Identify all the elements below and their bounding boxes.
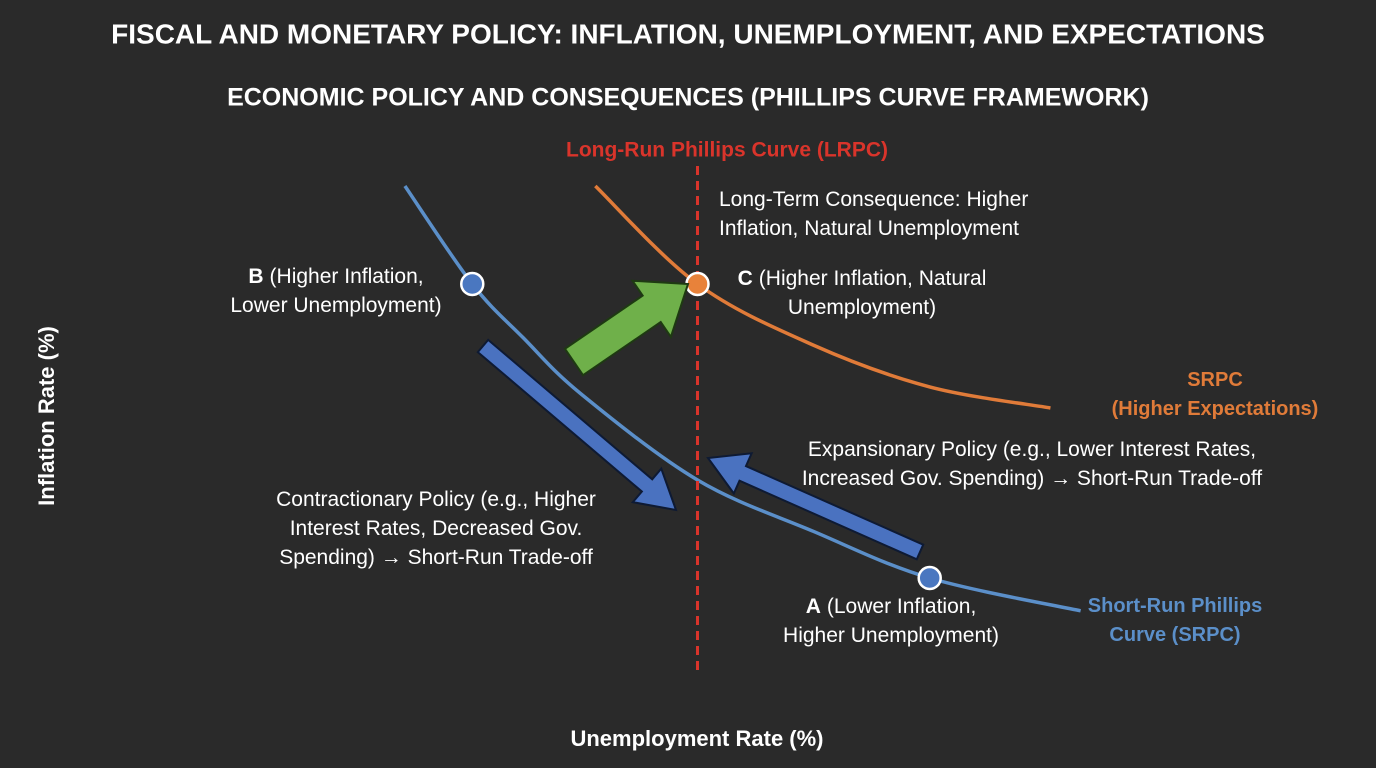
annotation: Expansionary Policy (e.g., Lower Interes… bbox=[802, 438, 1262, 490]
point-label: B (Higher Inflation, Lower Unemployment) bbox=[230, 265, 441, 317]
arrows bbox=[476, 279, 925, 561]
point-letter: A bbox=[806, 595, 821, 618]
label-line: Inflation, Natural Unemployment bbox=[719, 217, 1019, 240]
x-axis-label: Unemployment Rate (%) bbox=[570, 726, 823, 751]
point-letter: B bbox=[248, 265, 263, 288]
point bbox=[685, 271, 710, 297]
label-line: Unemployment) bbox=[788, 296, 936, 319]
label-line: (Higher Expectations) bbox=[1112, 398, 1319, 420]
series-label: SRPC (Higher Expectations) bbox=[1112, 369, 1319, 420]
y-axis-label: Inflation Rate (%) bbox=[34, 326, 59, 506]
label-line: Lower Unemployment) bbox=[230, 294, 441, 317]
series-label: Short-Run Phillips Curve (SRPC) bbox=[1088, 595, 1262, 646]
labels: Long-Run Phillips Curve (LRPC) Long-Term … bbox=[230, 139, 1318, 647]
point bbox=[460, 271, 485, 297]
label-line: Increased Gov. Spending) → Short-Run Tra… bbox=[802, 467, 1262, 490]
annotation: Long-Term Consequence: Higher Inflation, … bbox=[719, 188, 1028, 240]
point-letter: C bbox=[738, 267, 753, 290]
chart-title: FISCAL AND MONETARY POLICY: INFLATION, U… bbox=[111, 18, 1265, 49]
label-line: Spending) → Short-Run Trade-off bbox=[279, 546, 593, 569]
annotation: Contractionary Policy (e.g., Higher Inter… bbox=[276, 488, 596, 569]
arrow bbox=[563, 279, 690, 377]
chart-subtitle: ECONOMIC POLICY AND CONSEQUENCES (PHILLI… bbox=[227, 84, 1149, 112]
label-line: (Lower Inflation, bbox=[827, 595, 976, 618]
label-line: Long-Term Consequence: Higher bbox=[719, 188, 1028, 211]
label-line: SRPC bbox=[1187, 369, 1243, 391]
label-line: Interest Rates, Decreased Gov. bbox=[290, 517, 583, 540]
label-line: (Higher Inflation, Natural bbox=[759, 267, 987, 290]
arrow bbox=[706, 452, 925, 561]
lrpc-label: Long-Run Phillips Curve (LRPC) bbox=[566, 139, 888, 162]
point bbox=[917, 565, 942, 591]
plot bbox=[403, 166, 1082, 676]
label-line: Higher Unemployment) bbox=[783, 624, 999, 647]
label-line: Expansionary Policy (e.g., Lower Interes… bbox=[808, 438, 1256, 461]
label-line: (Higher Inflation, bbox=[270, 265, 424, 288]
point-label: A (Lower Inflation, Higher Unemployment) bbox=[783, 595, 999, 647]
label-line: Short-Run Phillips bbox=[1088, 595, 1262, 617]
point-label: C (Higher Inflation, Natural Unemployment) bbox=[738, 267, 987, 319]
curve bbox=[594, 184, 1051, 410]
label-line: Curve (SRPC) bbox=[1109, 624, 1240, 646]
arrow bbox=[476, 338, 678, 512]
label-line: Contractionary Policy (e.g., Higher bbox=[276, 488, 596, 511]
